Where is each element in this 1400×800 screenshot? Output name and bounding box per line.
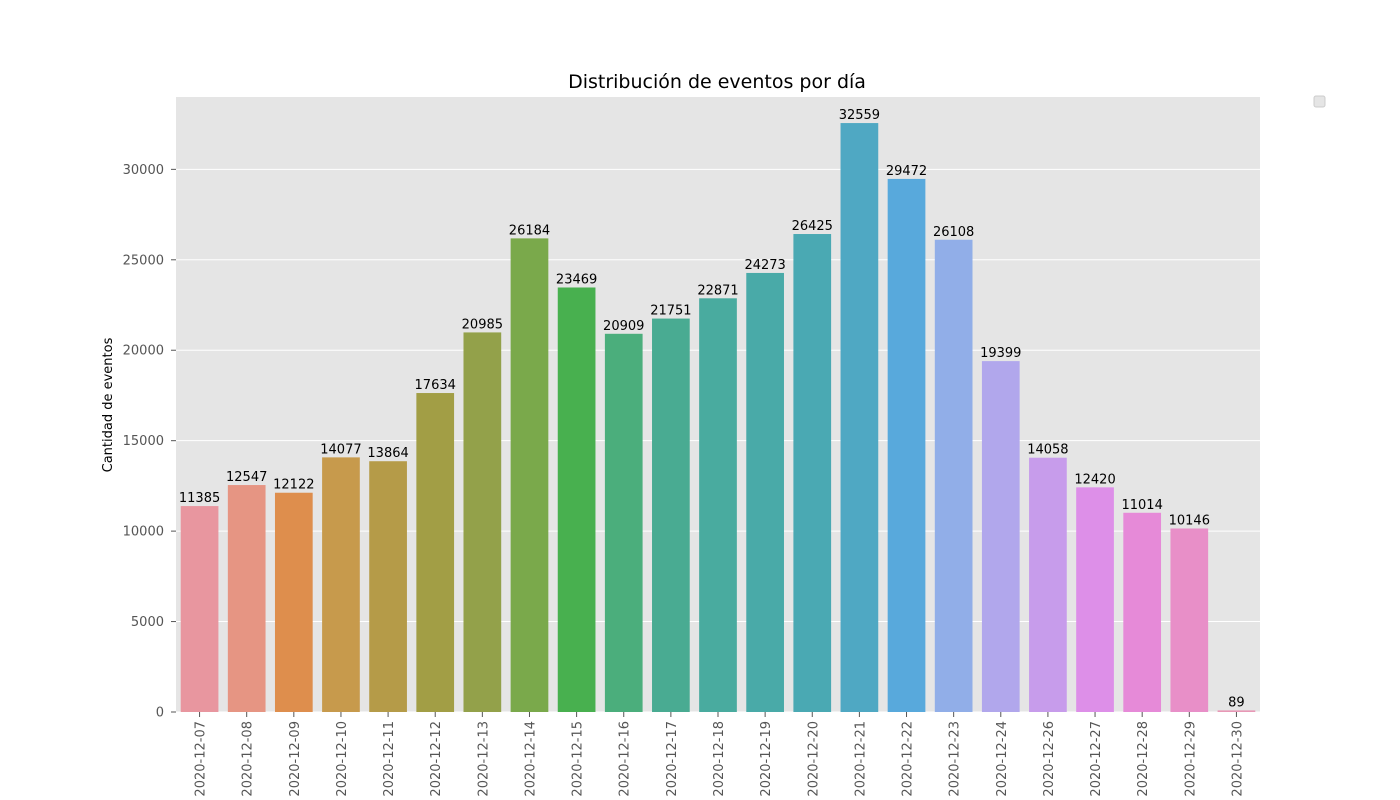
x-tick-label: 2020-12-30 [1230, 721, 1245, 797]
data-label: 14058 [1027, 443, 1068, 458]
bar [604, 333, 643, 712]
x-tick-label: 2020-12-27 [1089, 721, 1104, 797]
x-tick-label: 2020-12-09 [288, 721, 303, 797]
data-label: 12122 [273, 478, 314, 493]
x-tick-label: 2020-12-26 [1042, 721, 1057, 797]
y-tick-label: 0 [156, 706, 164, 721]
bar [934, 239, 973, 712]
y-tick-label: 10000 [123, 525, 164, 540]
x-tick-label: 2020-12-19 [759, 721, 774, 797]
y-tick-label: 30000 [123, 163, 164, 178]
data-labels: 11385 12547 12122 14077 13864 17634 20985 26184… [179, 108, 1245, 710]
data-label: 23469 [556, 272, 597, 287]
bar [887, 178, 926, 712]
data-label: 26184 [509, 223, 550, 238]
data-label: 21751 [650, 304, 691, 319]
x-tick-label: 2020-12-29 [1183, 721, 1198, 797]
x-tick-label: 2020-12-23 [948, 721, 963, 797]
data-label: 14077 [320, 442, 361, 457]
data-label: 12547 [226, 470, 267, 485]
bar [1217, 710, 1256, 712]
bar [369, 461, 407, 712]
x-tick-label: 2020-12-08 [241, 721, 256, 797]
data-label: 32559 [839, 108, 880, 123]
x-tick-label: 2020-12-21 [853, 721, 868, 797]
data-label: 89 [1228, 695, 1245, 710]
bar [652, 318, 690, 712]
bar [557, 287, 596, 712]
bar [274, 492, 313, 712]
bar [981, 361, 1020, 712]
x-tick-label: 2020-12-13 [476, 721, 491, 797]
legend [1313, 95, 1326, 108]
y-axis-label: Cantidad de eventos [101, 337, 116, 472]
bar [840, 123, 879, 713]
data-label: 29472 [886, 164, 927, 179]
y-axis: 0 5000 10000 15000 20000 25000 30000 [123, 163, 176, 721]
bar [416, 393, 455, 712]
data-label: 10146 [1169, 513, 1210, 528]
data-label: 26425 [792, 219, 833, 234]
x-tick-label: 2020-12-16 [618, 721, 633, 797]
x-tick-label: 2020-12-17 [665, 721, 680, 797]
x-tick-label: 2020-12-22 [901, 721, 916, 797]
bar [746, 272, 784, 712]
data-label: 13864 [367, 446, 408, 461]
bar [322, 457, 360, 712]
x-tick-label: 2020-12-24 [995, 721, 1010, 797]
bar [1076, 487, 1114, 712]
data-label: 22871 [697, 283, 738, 298]
x-axis: 2020-12-07 2020-12-08 2020-12-09 2020-12-10… [194, 712, 1245, 797]
x-tick-label: 2020-12-28 [1136, 721, 1151, 797]
bar [1170, 528, 1209, 712]
x-tick-label: 2020-12-15 [571, 721, 586, 797]
bar [510, 238, 549, 713]
data-label: 20985 [462, 317, 503, 332]
x-tick-label: 2020-12-18 [712, 721, 727, 797]
bar [699, 298, 737, 712]
x-tick-label: 2020-12-11 [382, 721, 397, 797]
bar [463, 332, 502, 712]
bars [180, 123, 1256, 713]
data-label: 12420 [1074, 472, 1115, 487]
x-tick-label: 2020-12-07 [194, 721, 209, 797]
x-tick-label: 2020-12-12 [429, 721, 444, 797]
x-tick-label: 2020-12-20 [806, 721, 821, 797]
data-label: 11014 [1121, 498, 1162, 513]
y-tick-label: 15000 [123, 434, 164, 449]
data-label: 17634 [415, 378, 456, 393]
chart-title: Distribución de eventos por día [568, 71, 866, 93]
y-tick-label: 20000 [123, 344, 164, 359]
bar [227, 485, 266, 712]
bar [793, 234, 832, 713]
y-tick-label: 25000 [123, 253, 164, 268]
x-tick-label: 2020-12-10 [335, 721, 350, 797]
data-label: 20909 [603, 319, 644, 334]
data-label: 26108 [933, 225, 974, 240]
bar [1123, 512, 1162, 712]
data-label: 24273 [744, 258, 785, 273]
data-label: 19399 [980, 346, 1021, 361]
bar [180, 506, 219, 712]
bar [1029, 457, 1067, 712]
y-tick-label: 5000 [131, 615, 164, 630]
x-tick-label: 2020-12-14 [523, 721, 538, 797]
data-label: 11385 [179, 491, 220, 506]
